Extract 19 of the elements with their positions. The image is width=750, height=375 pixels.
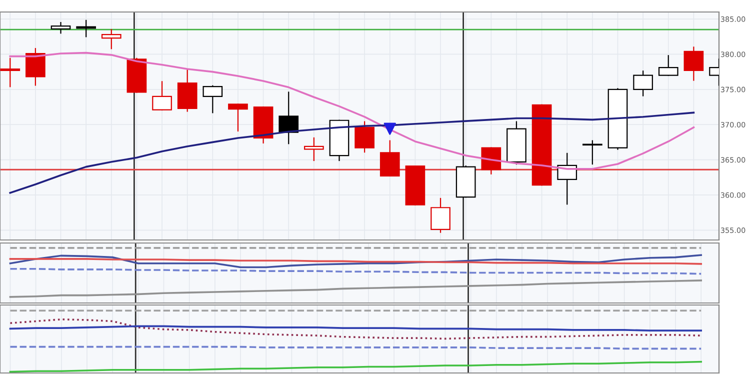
candlestick — [684, 46, 704, 81]
candlestick — [202, 85, 223, 114]
candlestick — [304, 137, 324, 162]
candlestick — [0, 58, 20, 88]
candlestick — [658, 55, 678, 76]
candlestick — [50, 22, 71, 34]
candlestick — [380, 140, 400, 177]
candlestick — [430, 198, 450, 233]
candlestick — [101, 29, 122, 50]
candlestick — [633, 70, 653, 96]
candlestick — [228, 104, 248, 132]
candlestick — [582, 140, 602, 165]
candlestick — [152, 81, 172, 110]
line-series — [9, 112, 695, 194]
candlestick — [76, 20, 96, 38]
candlestick — [278, 92, 299, 144]
candlestick — [26, 48, 46, 86]
candlestick — [481, 147, 502, 174]
candlestick — [354, 121, 374, 153]
